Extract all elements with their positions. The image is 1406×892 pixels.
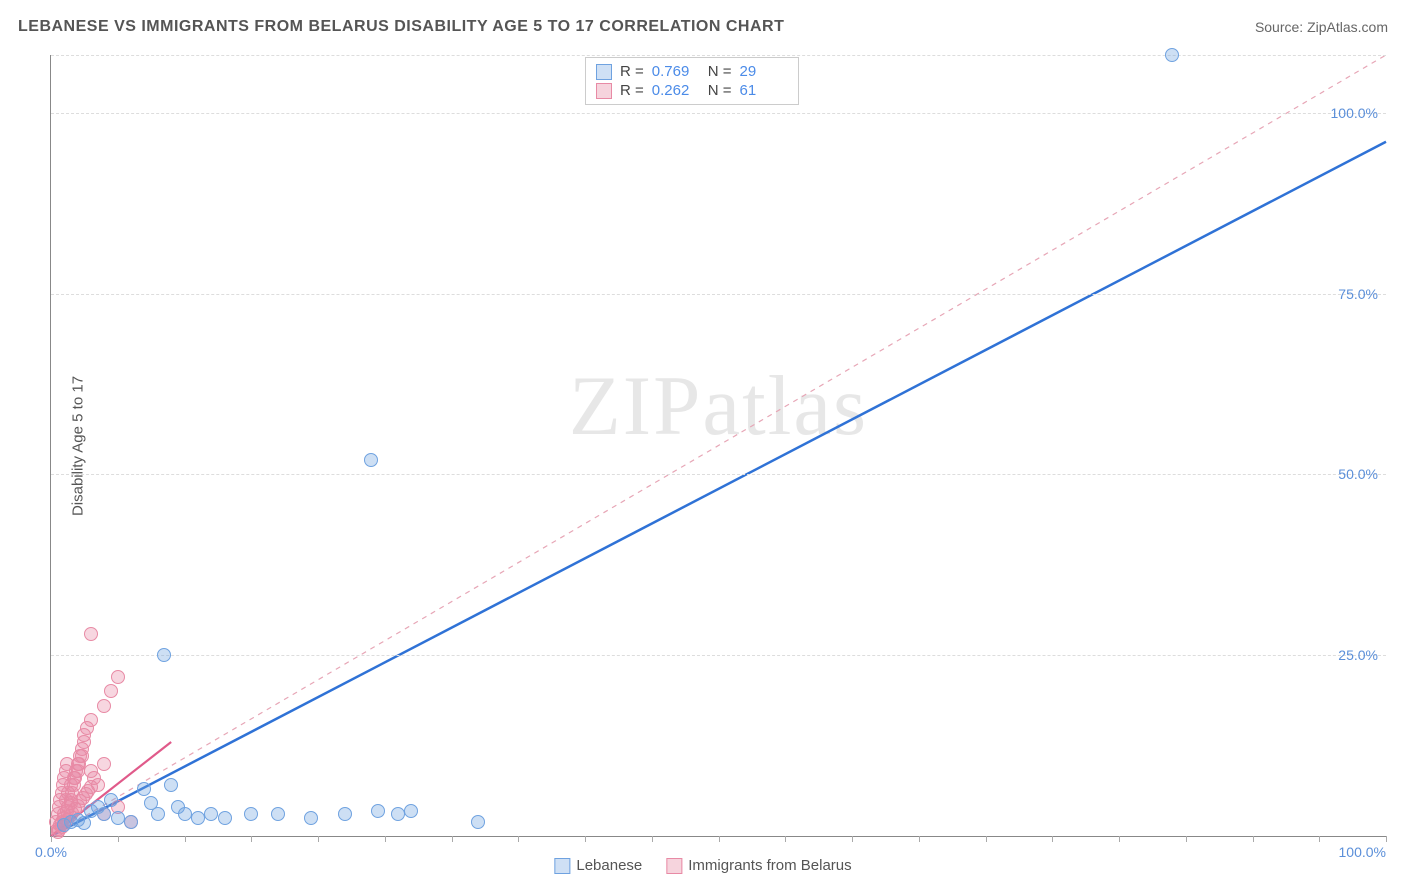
r-label: R = — [620, 63, 644, 80]
lebanese-point — [164, 778, 178, 792]
lebanese-swatch-icon — [596, 64, 612, 80]
lebanese-point — [218, 811, 232, 825]
belarus-point — [97, 757, 111, 771]
trend-lines-layer — [51, 55, 1386, 836]
lebanese-point — [304, 811, 318, 825]
legend-item-lebanese: Lebanese — [554, 857, 642, 874]
lebanese-point — [104, 793, 118, 807]
lebanese-point — [244, 807, 258, 821]
x-tick — [452, 836, 453, 842]
n-label: N = — [708, 63, 732, 80]
x-tick — [785, 836, 786, 842]
chart-title: LEBANESE VS IMMIGRANTS FROM BELARUS DISA… — [18, 18, 784, 36]
belarus-point — [84, 780, 98, 794]
r-label: R = — [620, 82, 644, 99]
gridline — [51, 55, 1386, 56]
lebanese-point — [111, 811, 125, 825]
x-tick — [185, 836, 186, 842]
trend-line — [51, 142, 1386, 836]
source-prefix: Source: — [1255, 19, 1307, 35]
y-tick-label: 25.0% — [1338, 647, 1378, 663]
gridline — [51, 655, 1386, 656]
lebanese-point — [364, 453, 378, 467]
x-tick — [852, 836, 853, 842]
source-name: ZipAtlas.com — [1307, 19, 1388, 35]
belarus-point — [60, 757, 74, 771]
lebanese-point — [271, 807, 285, 821]
belarus-label: Immigrants from Belarus — [688, 857, 851, 874]
x-tick — [318, 836, 319, 842]
lebanese-point — [204, 807, 218, 821]
trend-line — [51, 55, 1386, 836]
x-tick — [652, 836, 653, 842]
belarus-point — [84, 627, 98, 641]
lebanese-point — [391, 807, 405, 821]
x-tick-label: 0.0% — [35, 844, 67, 860]
lebanese-point — [178, 807, 192, 821]
belarus-swatch-icon — [666, 858, 682, 874]
x-tick — [719, 836, 720, 842]
belarus-r-value: 0.262 — [652, 82, 700, 99]
x-tick — [1253, 836, 1254, 842]
lebanese-point — [371, 804, 385, 818]
lebanese-point — [191, 811, 205, 825]
lebanese-point — [137, 782, 151, 796]
source-attribution: Source: ZipAtlas.com — [1255, 19, 1388, 35]
lebanese-point — [404, 804, 418, 818]
gridline — [51, 474, 1386, 475]
belarus-swatch-icon — [596, 83, 612, 99]
x-tick — [1119, 836, 1120, 842]
lebanese-point — [77, 816, 91, 830]
x-tick — [1319, 836, 1320, 842]
legend-item-belarus: Immigrants from Belarus — [666, 857, 851, 874]
lebanese-point — [97, 807, 111, 821]
scatter-chart: ZIPatlas R = 0.769 N = 29 R = 0.262 N = … — [50, 55, 1386, 837]
lebanese-point — [471, 815, 485, 829]
x-tick — [1186, 836, 1187, 842]
belarus-point — [97, 699, 111, 713]
x-tick — [251, 836, 252, 842]
lebanese-point — [124, 815, 138, 829]
lebanese-n-value: 29 — [740, 63, 788, 80]
belarus-point — [111, 670, 125, 684]
x-tick — [1386, 836, 1387, 842]
belarus-point — [75, 749, 89, 763]
x-tick — [585, 836, 586, 842]
x-tick-label: 100.0% — [1339, 844, 1386, 860]
belarus-point — [104, 684, 118, 698]
x-tick — [518, 836, 519, 842]
legend-row-lebanese: R = 0.769 N = 29 — [596, 62, 788, 81]
lebanese-r-value: 0.769 — [652, 63, 700, 80]
chart-header: LEBANESE VS IMMIGRANTS FROM BELARUS DISA… — [18, 18, 1388, 36]
y-tick-label: 100.0% — [1331, 105, 1378, 121]
lebanese-label: Lebanese — [576, 857, 642, 874]
legend-row-belarus: R = 0.262 N = 61 — [596, 81, 788, 100]
lebanese-point — [151, 807, 165, 821]
y-tick-label: 50.0% — [1338, 466, 1378, 482]
x-tick — [385, 836, 386, 842]
x-tick — [1052, 836, 1053, 842]
x-tick — [118, 836, 119, 842]
y-tick-label: 75.0% — [1338, 286, 1378, 302]
lebanese-point — [157, 648, 171, 662]
n-label: N = — [708, 82, 732, 99]
lebanese-point — [338, 807, 352, 821]
gridline — [51, 294, 1386, 295]
lebanese-point — [1165, 48, 1179, 62]
lebanese-swatch-icon — [554, 858, 570, 874]
x-tick — [986, 836, 987, 842]
gridline — [51, 113, 1386, 114]
correlation-legend: R = 0.769 N = 29 R = 0.262 N = 61 — [585, 57, 799, 105]
belarus-n-value: 61 — [740, 82, 788, 99]
series-legend: Lebanese Immigrants from Belarus — [554, 857, 851, 874]
belarus-point — [84, 713, 98, 727]
x-tick — [919, 836, 920, 842]
